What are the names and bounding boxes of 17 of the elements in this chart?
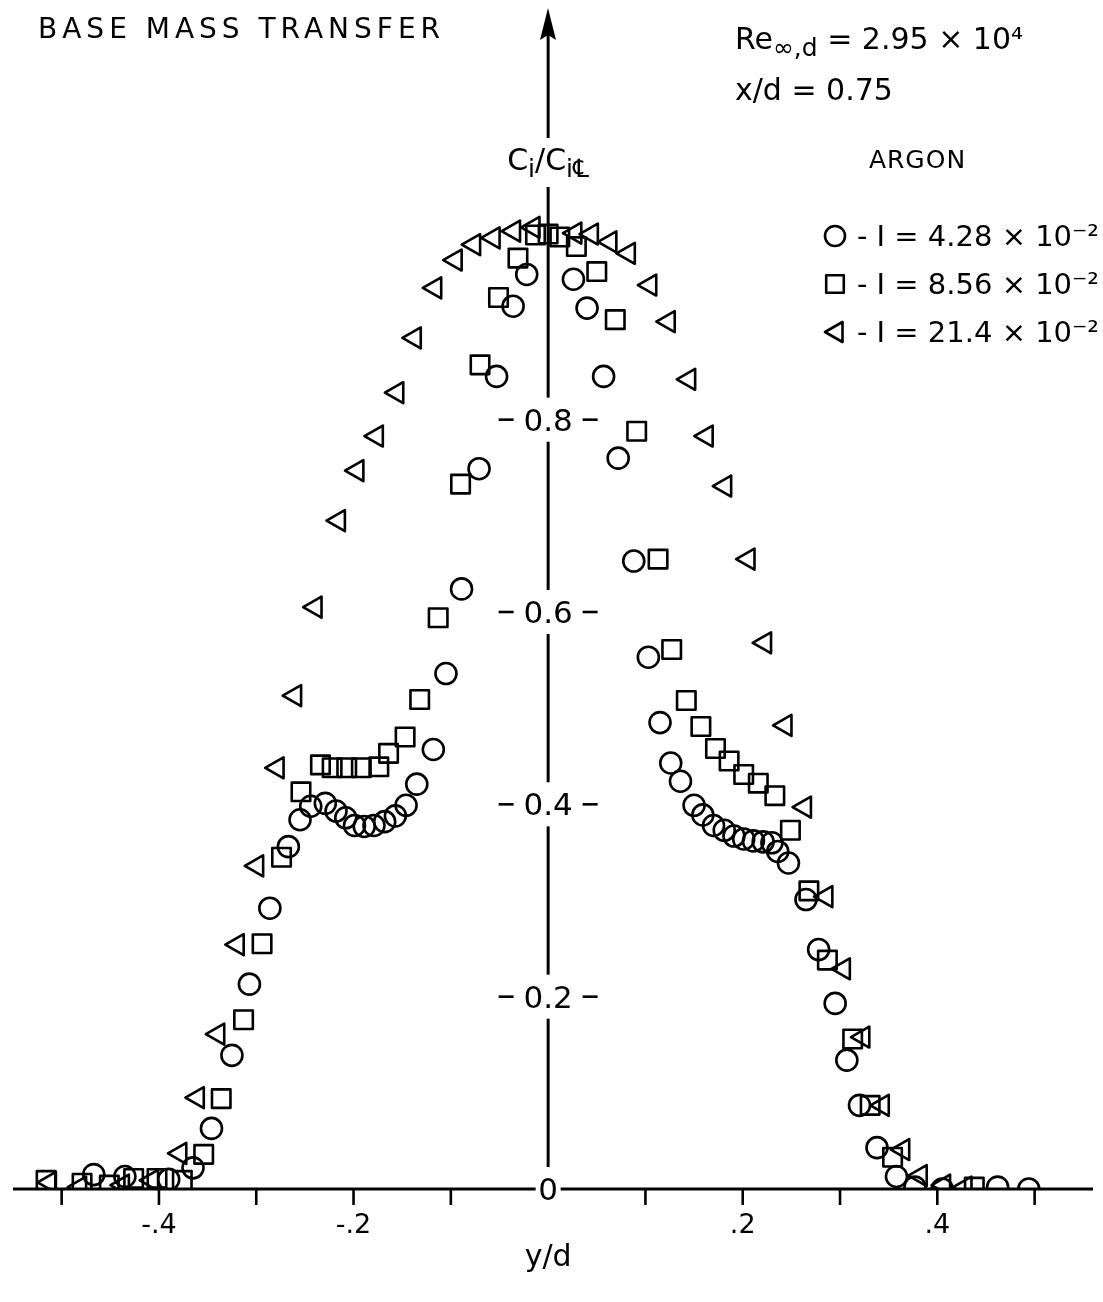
annotation: x/d = 0.75 <box>735 71 894 109</box>
y-tick-label: 0.2 <box>523 978 573 1015</box>
annotation: Re$_{∞,d}$ = 2.95 × 10⁴ <box>735 20 1024 64</box>
legend-label: - I = 21.4 × 10⁻² <box>856 315 1099 349</box>
legend-label: - I = 8.56 × 10⁻² <box>856 267 1099 301</box>
legend-title: ARGON <box>868 145 968 174</box>
x-tick-label: -.4 <box>141 1208 177 1239</box>
x-axis-title: y/d <box>524 1238 572 1273</box>
x-tick-label: .2 <box>729 1208 756 1239</box>
x-tick-label: -.2 <box>335 1208 372 1239</box>
chart-title: BASE MASS TRANSFER <box>38 12 446 45</box>
y-tick-label: 0.6 <box>523 594 573 630</box>
y-tick-label: 0 <box>538 1171 558 1207</box>
x-tick-label: .4 <box>924 1208 951 1239</box>
y-tick-label: 0.8 <box>523 401 573 438</box>
legend-label: - I = 4.28 × 10⁻² <box>856 219 1099 253</box>
y-tick-label: 0.4 <box>523 786 573 823</box>
